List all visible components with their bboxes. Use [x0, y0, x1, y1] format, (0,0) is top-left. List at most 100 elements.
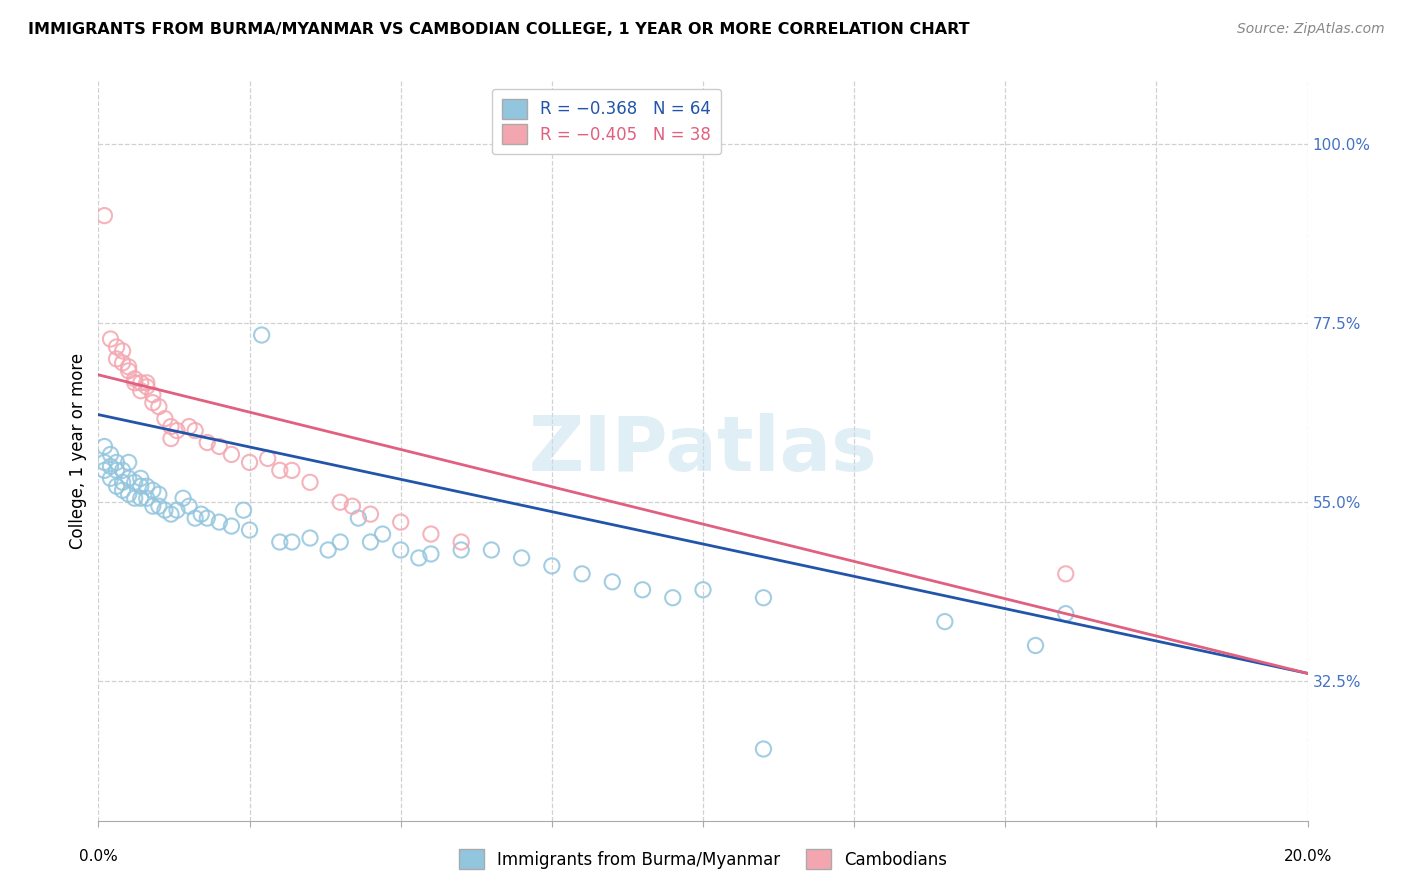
- Point: [93, 209, 115, 223]
- Y-axis label: College, 1 year or more: College, 1 year or more: [69, 352, 87, 549]
- Point: [208, 440, 231, 454]
- Point: [179, 499, 201, 513]
- Point: [160, 432, 183, 446]
- Legend: Immigrants from Burma/Myanmar, Cambodians: Immigrants from Burma/Myanmar, Cambodian…: [449, 838, 957, 880]
- Point: [105, 455, 128, 469]
- Point: [195, 435, 218, 450]
- Point: [184, 511, 207, 525]
- Point: [571, 566, 593, 581]
- Point: [105, 340, 128, 354]
- Point: [195, 511, 218, 525]
- Point: [100, 459, 122, 474]
- Point: [342, 499, 364, 513]
- Point: [371, 527, 394, 541]
- Point: [179, 419, 201, 434]
- Point: [1024, 639, 1046, 653]
- Point: [124, 376, 146, 390]
- Point: [250, 328, 273, 343]
- Point: [111, 483, 134, 498]
- Point: [510, 550, 533, 565]
- Point: [142, 395, 165, 409]
- Point: [142, 499, 165, 513]
- Text: ZIPatlas: ZIPatlas: [529, 414, 877, 487]
- Point: [389, 515, 412, 529]
- Point: [153, 503, 176, 517]
- Point: [124, 491, 146, 506]
- Point: [661, 591, 683, 605]
- Point: [281, 535, 304, 549]
- Point: [1054, 566, 1077, 581]
- Point: [450, 535, 472, 549]
- Point: [118, 455, 141, 469]
- Point: [111, 343, 134, 358]
- Point: [160, 419, 183, 434]
- Point: [105, 463, 128, 477]
- Point: [256, 451, 278, 466]
- Point: [420, 547, 443, 561]
- Point: [329, 495, 352, 509]
- Point: [269, 535, 291, 549]
- Point: [148, 487, 170, 501]
- Point: [93, 440, 115, 454]
- Point: [420, 527, 443, 541]
- Point: [153, 411, 176, 425]
- Point: [166, 503, 188, 517]
- Point: [221, 519, 243, 533]
- Point: [160, 507, 183, 521]
- Point: [208, 515, 231, 529]
- Point: [631, 582, 654, 597]
- Point: [239, 523, 262, 537]
- Point: [269, 463, 291, 477]
- Point: [111, 475, 134, 490]
- Point: [184, 424, 207, 438]
- Point: [389, 543, 412, 558]
- Point: [142, 388, 165, 402]
- Point: [299, 475, 322, 490]
- Point: [129, 384, 152, 398]
- Point: [100, 471, 122, 485]
- Point: [118, 364, 141, 378]
- Point: [692, 582, 714, 597]
- Point: [129, 491, 152, 506]
- Point: [129, 471, 152, 485]
- Point: [111, 356, 134, 370]
- Point: [934, 615, 956, 629]
- Point: [450, 543, 472, 558]
- Point: [190, 507, 212, 521]
- Point: [540, 558, 562, 573]
- Point: [105, 479, 128, 493]
- Point: [602, 574, 624, 589]
- Point: [329, 535, 352, 549]
- Point: [232, 503, 254, 517]
- Text: IMMIGRANTS FROM BURMA/MYANMAR VS CAMBODIAN COLLEGE, 1 YEAR OR MORE CORRELATION C: IMMIGRANTS FROM BURMA/MYANMAR VS CAMBODI…: [28, 22, 970, 37]
- Point: [124, 372, 146, 386]
- Point: [481, 543, 503, 558]
- Point: [135, 380, 157, 394]
- Point: [105, 351, 128, 366]
- Point: [299, 531, 322, 545]
- Point: [360, 507, 382, 521]
- Point: [166, 424, 188, 438]
- Point: [408, 550, 430, 565]
- Point: [129, 479, 152, 493]
- Point: [221, 447, 243, 461]
- Point: [118, 359, 141, 374]
- Point: [118, 487, 141, 501]
- Point: [118, 471, 141, 485]
- Point: [142, 483, 165, 498]
- Point: [129, 376, 152, 390]
- Point: [360, 535, 382, 549]
- Point: [93, 455, 115, 469]
- Legend: R = −0.368   N = 64, R = −0.405   N = 38: R = −0.368 N = 64, R = −0.405 N = 38: [492, 88, 721, 154]
- Point: [172, 491, 194, 506]
- Point: [93, 463, 115, 477]
- Point: [148, 400, 170, 414]
- Point: [316, 543, 339, 558]
- Point: [281, 463, 304, 477]
- Text: 20.0%: 20.0%: [1284, 848, 1331, 863]
- Point: [111, 463, 134, 477]
- Point: [135, 376, 157, 390]
- Text: Source: ZipAtlas.com: Source: ZipAtlas.com: [1237, 22, 1385, 37]
- Point: [1054, 607, 1077, 621]
- Point: [752, 591, 775, 605]
